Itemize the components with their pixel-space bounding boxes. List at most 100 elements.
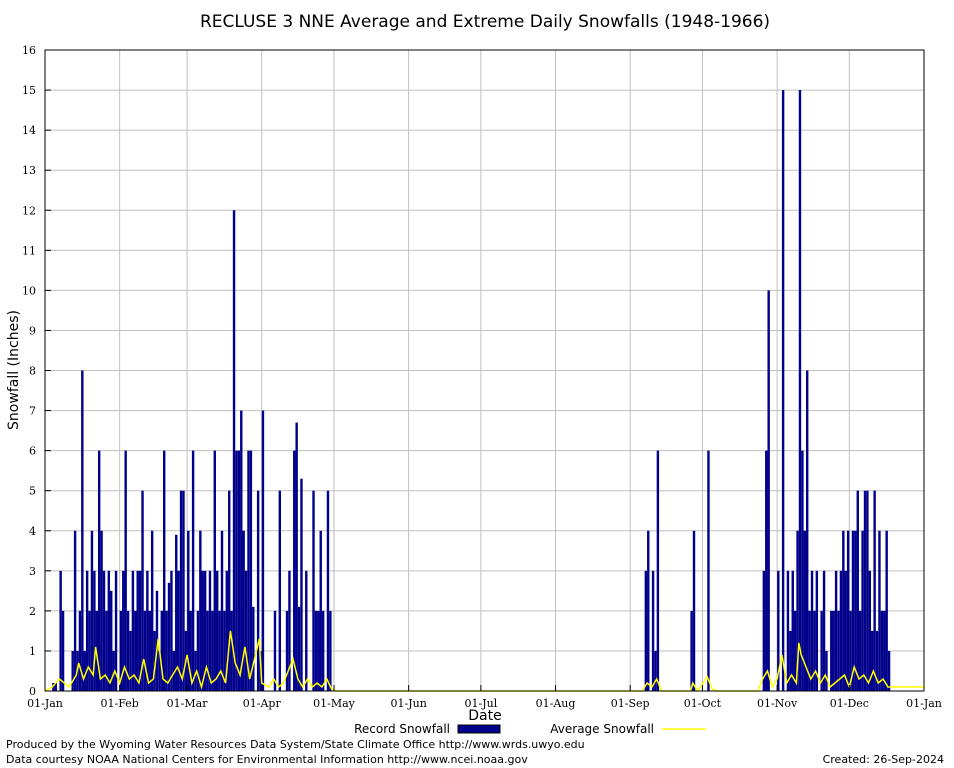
x-tick-label: 01-Aug <box>536 697 576 710</box>
record-bar <box>215 570 219 691</box>
record-bar <box>644 570 648 691</box>
record-bar <box>873 490 876 691</box>
record-bar <box>155 590 159 691</box>
record-bar <box>206 610 209 691</box>
record-bar <box>78 610 82 691</box>
record-bar <box>868 570 872 691</box>
record-bar <box>112 650 115 691</box>
record-bar <box>199 530 202 691</box>
record-bar <box>810 570 814 691</box>
y-tick-label: 0 <box>29 685 36 698</box>
record-bar <box>102 570 106 691</box>
x-tick-label: 01-Jun <box>390 697 426 710</box>
record-bar <box>158 650 161 691</box>
record-bar <box>107 570 111 691</box>
x-tick-label: 01-Dec <box>830 697 869 710</box>
record-bar <box>228 490 231 691</box>
record-bar <box>138 570 142 691</box>
record-bar <box>842 530 845 691</box>
record-bar <box>885 530 888 691</box>
record-bar <box>647 530 650 691</box>
record-bar <box>153 630 156 691</box>
y-tick-label: 16 <box>22 44 36 57</box>
record-bar <box>326 490 330 691</box>
record-bar <box>798 90 802 691</box>
average-snowfall-line <box>44 630 924 693</box>
record-bar <box>59 570 62 691</box>
record-bar <box>820 610 823 691</box>
record-bar <box>81 370 84 691</box>
record-bar <box>808 610 811 691</box>
record-bar <box>208 570 212 691</box>
record-bar <box>846 530 850 691</box>
x-tick-label: 01-Nov <box>757 697 798 710</box>
legend-record-swatch <box>457 724 501 734</box>
record-bar <box>297 606 301 691</box>
record-bar <box>273 610 277 691</box>
record-bar <box>177 570 180 691</box>
record-bar <box>172 650 176 691</box>
record-bar <box>244 570 248 691</box>
record-bar <box>136 570 139 691</box>
x-tick-label: 01-Sep <box>611 697 650 710</box>
record-bar <box>830 610 833 691</box>
record-bar <box>143 610 147 691</box>
record-bar <box>93 570 96 691</box>
x-tick-label: 01-Jul <box>465 697 498 710</box>
record-bar <box>71 650 74 691</box>
record-bar <box>314 610 318 691</box>
record-bar <box>105 610 108 691</box>
record-bar <box>813 610 816 691</box>
record-bar <box>858 610 862 691</box>
record-bar <box>278 490 282 691</box>
chart-title: RECLUSE 3 NNE Average and Extreme Daily … <box>200 12 770 32</box>
y-tick-label: 1 <box>29 645 36 658</box>
record-bar <box>866 490 869 691</box>
x-tick-label: 01-Apr <box>243 697 282 710</box>
record-bar <box>822 570 826 691</box>
record-bar <box>230 610 233 691</box>
record-snowfall-bars <box>52 90 891 691</box>
record-bar <box>781 90 785 691</box>
record-bar <box>90 530 94 691</box>
x-tick-label: 01-Jan <box>906 697 942 710</box>
record-bar <box>305 570 308 691</box>
record-bar <box>765 450 768 691</box>
record-bar <box>175 534 178 691</box>
record-bar <box>167 582 171 691</box>
record-bar <box>114 570 118 691</box>
record-bar <box>825 650 828 691</box>
y-tick-label: 8 <box>29 365 36 378</box>
record-bar <box>179 490 183 691</box>
record-bar <box>88 610 91 691</box>
legend-average-label: Average Snowfall <box>550 722 654 736</box>
record-bar <box>163 450 166 691</box>
record-bar <box>85 570 89 691</box>
record-bar <box>767 290 770 691</box>
y-tick-label: 13 <box>22 164 36 177</box>
record-bar <box>887 650 891 691</box>
record-bar <box>242 530 245 691</box>
record-bar <box>141 490 144 691</box>
record-bar <box>223 610 226 691</box>
record-bar <box>201 570 204 691</box>
record-bar <box>220 530 224 691</box>
record-bar <box>261 410 265 691</box>
record-bar <box>170 570 173 691</box>
record-bar <box>225 570 229 691</box>
record-bar <box>189 610 192 691</box>
record-bar <box>801 450 804 691</box>
record-bar <box>863 490 867 691</box>
grid-lines <box>45 50 924 691</box>
footer-created: Created: 26-Sep-2024 <box>823 753 944 766</box>
y-tick-label: 5 <box>29 485 36 498</box>
record-bar <box>249 450 253 691</box>
record-bar <box>100 530 103 691</box>
record-bar <box>252 606 255 691</box>
record-bar <box>317 610 320 691</box>
record-bar <box>319 530 322 691</box>
record-bar <box>321 610 325 691</box>
record-bar <box>288 570 291 691</box>
record-bar <box>194 650 197 691</box>
